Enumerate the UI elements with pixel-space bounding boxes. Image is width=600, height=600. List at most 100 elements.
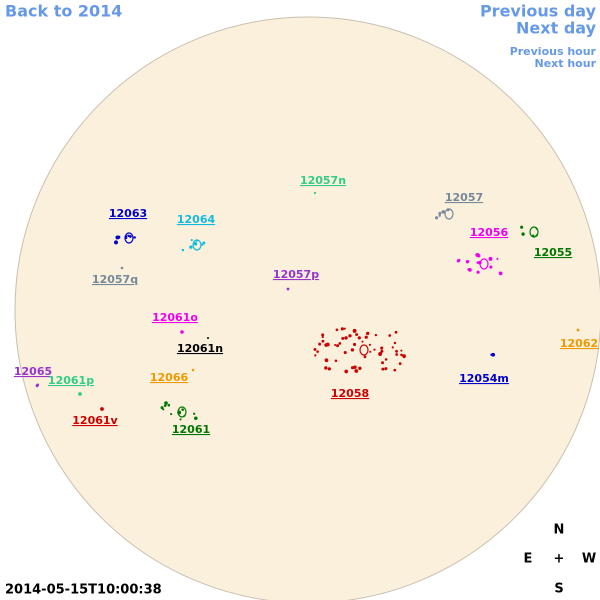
compass-west: W bbox=[582, 552, 596, 567]
sunspot bbox=[353, 365, 357, 369]
sunspot bbox=[498, 271, 503, 276]
region-label[interactable]: 12063 bbox=[109, 207, 147, 220]
sunspot bbox=[348, 334, 352, 338]
sunspot-contour bbox=[529, 226, 539, 238]
sunspot bbox=[520, 225, 524, 229]
sunspot bbox=[441, 210, 445, 214]
sunspot bbox=[194, 416, 198, 421]
sunspot bbox=[468, 268, 472, 272]
previous-hour-link[interactable]: Previous hour bbox=[510, 45, 597, 58]
next-hour-link[interactable]: Next hour bbox=[535, 57, 597, 70]
sunspot bbox=[521, 232, 525, 236]
sunspot bbox=[368, 343, 372, 346]
sunspot bbox=[488, 256, 493, 261]
solar-disk bbox=[14, 16, 600, 600]
sunspot bbox=[364, 335, 368, 339]
sunspot bbox=[338, 342, 342, 345]
sunspot bbox=[398, 362, 402, 366]
sunspot bbox=[369, 350, 372, 353]
sunspot-contour bbox=[479, 258, 489, 270]
region-label[interactable]: 12061p bbox=[48, 374, 94, 387]
sunspot bbox=[384, 367, 388, 371]
compass-south: S bbox=[554, 582, 563, 597]
sunspot bbox=[465, 259, 470, 264]
sunspot bbox=[202, 241, 206, 245]
sunspot bbox=[334, 344, 337, 347]
sunspot bbox=[321, 339, 325, 343]
sunspot bbox=[476, 253, 481, 258]
sunspot bbox=[352, 328, 357, 333]
sunspot bbox=[357, 336, 361, 340]
region-label[interactable]: 12061o bbox=[152, 311, 198, 324]
region-label[interactable]: 12065 bbox=[14, 365, 52, 378]
sunspot bbox=[576, 328, 580, 332]
compass-east: E bbox=[524, 552, 533, 567]
sunspot bbox=[381, 367, 385, 371]
sunspot bbox=[400, 349, 403, 352]
sunspot bbox=[316, 350, 319, 353]
region-label[interactable]: 12066 bbox=[150, 371, 189, 384]
region-label[interactable]: 12061v bbox=[72, 414, 118, 427]
region-label[interactable]: 12061n bbox=[177, 342, 223, 355]
sunspot bbox=[343, 327, 346, 330]
region-label[interactable]: 12057 bbox=[445, 191, 483, 204]
sunspot bbox=[380, 346, 384, 350]
sunspot bbox=[324, 366, 328, 370]
sunspot bbox=[438, 214, 441, 217]
next-day-link[interactable]: Next day bbox=[516, 19, 597, 38]
sunspot bbox=[334, 359, 338, 363]
sunspot bbox=[35, 384, 39, 388]
sunspot bbox=[353, 342, 357, 347]
sunspot bbox=[313, 347, 317, 351]
sunspot bbox=[206, 336, 210, 340]
sunspot bbox=[127, 234, 130, 237]
region-label[interactable]: 12064 bbox=[177, 213, 216, 226]
sunspot bbox=[163, 404, 167, 407]
sunspot bbox=[355, 333, 359, 337]
sunspot bbox=[391, 346, 394, 349]
sunspot bbox=[402, 355, 406, 359]
region-label[interactable]: 12057p bbox=[273, 268, 319, 281]
back-link[interactable]: Back to 2014 bbox=[5, 2, 122, 21]
compass-north: N bbox=[554, 523, 565, 538]
sunspot bbox=[325, 342, 330, 347]
sunspot bbox=[393, 368, 397, 372]
region-label[interactable]: 12062 bbox=[560, 337, 598, 350]
sunspot bbox=[393, 341, 397, 345]
sunspot bbox=[327, 367, 331, 371]
sunspot bbox=[384, 358, 388, 361]
region-label[interactable]: 12057q bbox=[92, 273, 138, 286]
sunspot bbox=[395, 353, 399, 356]
compass-center: + bbox=[554, 552, 565, 567]
sunspot bbox=[321, 333, 325, 337]
region-label[interactable]: 12058 bbox=[331, 387, 369, 400]
sunspot bbox=[341, 336, 345, 340]
sunspot bbox=[380, 349, 384, 353]
sunspot bbox=[200, 243, 204, 246]
region-label[interactable]: 12056 bbox=[470, 226, 509, 239]
sunspot bbox=[456, 259, 460, 263]
sunspot bbox=[129, 235, 132, 238]
sunspot bbox=[336, 344, 340, 348]
sunspot bbox=[133, 236, 136, 239]
sunspot bbox=[350, 366, 355, 370]
region-label[interactable]: 12061 bbox=[172, 423, 210, 436]
sunspot bbox=[313, 191, 317, 195]
region-label[interactable]: 12057n bbox=[300, 174, 346, 187]
sunspot bbox=[180, 330, 184, 334]
previous-day-link[interactable]: Previous day bbox=[480, 2, 597, 21]
sunspot bbox=[374, 333, 378, 337]
sunspot bbox=[314, 354, 317, 357]
region-label[interactable]: 12055 bbox=[534, 246, 572, 259]
sunspot bbox=[100, 407, 104, 411]
sunspot bbox=[438, 211, 442, 215]
sunspot bbox=[490, 353, 493, 356]
sunspot bbox=[318, 342, 322, 346]
sunspot bbox=[350, 348, 355, 352]
sunspot bbox=[193, 242, 198, 246]
region-label[interactable]: 12054m bbox=[459, 372, 509, 385]
sunspot bbox=[340, 327, 344, 331]
sunspot bbox=[286, 287, 290, 291]
sunspot bbox=[400, 353, 403, 357]
